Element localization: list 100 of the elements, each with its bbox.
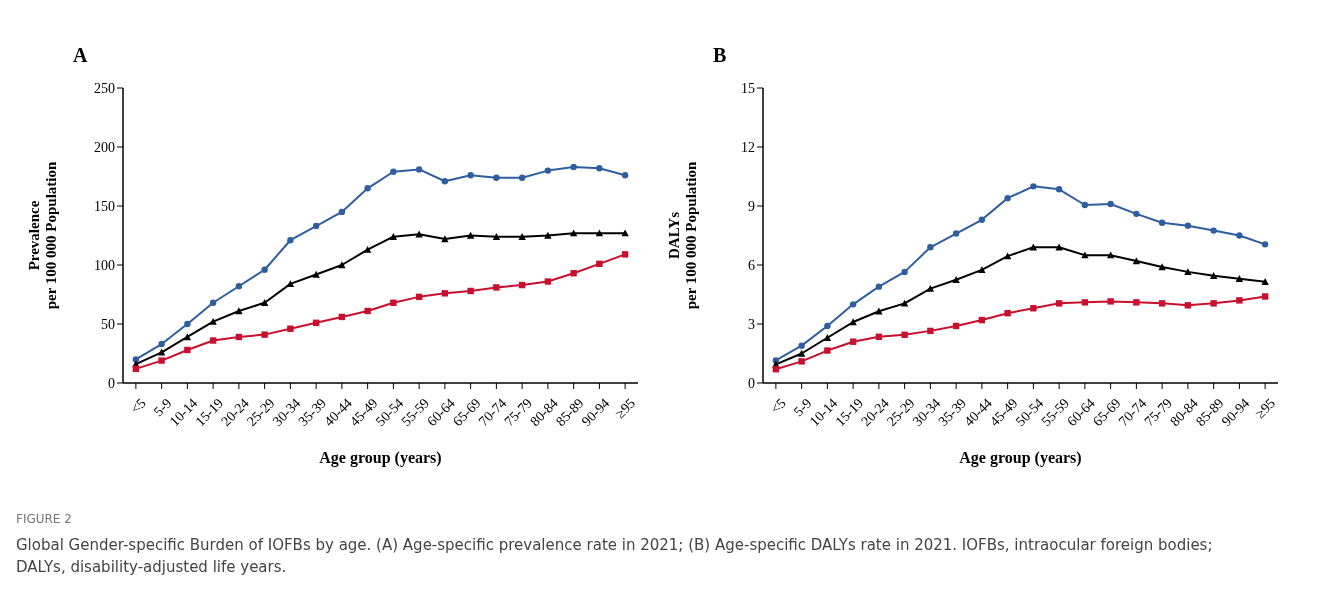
- point: [209, 299, 217, 306]
- point: [235, 283, 243, 290]
- point: [492, 232, 501, 240]
- point: [1030, 305, 1037, 312]
- x-tick-label: ≥95: [1252, 395, 1279, 422]
- point: [621, 251, 629, 258]
- point: [184, 346, 191, 354]
- point: [467, 172, 474, 179]
- point: [1055, 243, 1063, 251]
- point: [1004, 194, 1011, 202]
- caption: FIGURE 2: [16, 511, 73, 528]
- point: [596, 165, 603, 172]
- point: [158, 357, 165, 364]
- point: [621, 172, 629, 179]
- x-tick-label: <5: [127, 395, 149, 417]
- point: [1004, 309, 1011, 317]
- point: [1184, 222, 1192, 229]
- point: [798, 342, 805, 349]
- point: [1184, 268, 1192, 276]
- point: [1081, 299, 1089, 306]
- point: [390, 168, 397, 175]
- point: [493, 284, 500, 291]
- point: [849, 318, 857, 326]
- point: [261, 266, 268, 273]
- y-tick-label: 150: [94, 198, 115, 214]
- point: [978, 266, 986, 274]
- point: [209, 317, 217, 325]
- y-tick-label: 9: [748, 198, 755, 214]
- point: [260, 299, 269, 306]
- point: [1261, 293, 1269, 300]
- point: [824, 347, 831, 354]
- chart-title: A: [73, 44, 88, 67]
- point: [1158, 300, 1166, 307]
- point: [823, 334, 832, 341]
- point: [1132, 257, 1141, 265]
- point: [1107, 200, 1114, 208]
- point: [338, 261, 346, 269]
- y-tick-label: 12: [741, 139, 755, 155]
- point: [544, 231, 552, 239]
- point: [1261, 241, 1269, 248]
- point: [338, 208, 346, 216]
- point: [927, 327, 934, 335]
- point: [849, 301, 857, 308]
- point: [1209, 272, 1218, 280]
- point: [797, 349, 806, 357]
- point: [235, 307, 243, 315]
- point: [287, 237, 294, 244]
- x-axis-title: Age group (years): [959, 449, 1082, 467]
- point: [1236, 232, 1243, 239]
- point: [798, 358, 805, 365]
- point: [364, 185, 371, 192]
- point: [441, 178, 449, 185]
- point: [1081, 201, 1089, 209]
- point: [978, 216, 986, 223]
- point: [1133, 210, 1140, 218]
- point: [184, 320, 191, 328]
- point: [157, 348, 166, 356]
- y-axis-title: DALYs per 100 000 Population: [666, 161, 699, 310]
- point: [824, 322, 831, 330]
- y-tick-label: 6: [748, 257, 755, 273]
- point: [570, 270, 577, 277]
- point: [927, 244, 934, 251]
- y-tick-label: 100: [94, 257, 115, 273]
- point: [1236, 297, 1243, 304]
- point: [312, 270, 320, 278]
- point: [467, 287, 474, 295]
- point: [415, 230, 423, 238]
- point: [132, 356, 140, 363]
- point: [875, 283, 883, 290]
- x-tick-label: ≥95: [612, 395, 639, 422]
- point: [312, 222, 320, 230]
- point: [364, 307, 371, 315]
- point: [518, 232, 526, 240]
- point: [363, 245, 372, 253]
- point: [209, 337, 217, 344]
- point: [1133, 299, 1140, 306]
- x-tick-label: <5: [767, 395, 789, 417]
- chart-title: B: [713, 44, 727, 67]
- point: [570, 163, 577, 171]
- point: [1158, 219, 1166, 226]
- point: [493, 174, 500, 181]
- point: [596, 260, 603, 268]
- y-tick-label: 0: [748, 375, 755, 391]
- point: [1184, 302, 1192, 309]
- y-tick-label: 200: [94, 139, 115, 155]
- point: [389, 232, 398, 240]
- point: [1158, 263, 1166, 271]
- point: [1055, 186, 1063, 193]
- point: [518, 174, 526, 181]
- point: [183, 333, 192, 341]
- point: [441, 290, 449, 297]
- point: [952, 276, 960, 283]
- y-tick-label: 0: [108, 375, 115, 391]
- point: [1235, 275, 1244, 282]
- point: [415, 166, 423, 173]
- point: [952, 230, 960, 237]
- point: [286, 280, 295, 288]
- point: [901, 331, 908, 339]
- y-tick-label: 3: [748, 316, 755, 332]
- point: [900, 299, 909, 307]
